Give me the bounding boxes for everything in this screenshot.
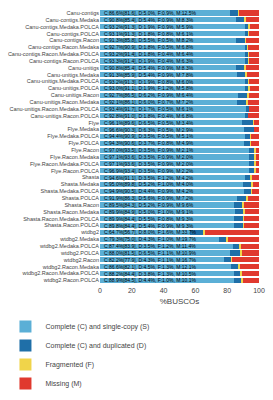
svg-text:wtdbg2.Racon.Medaka: wtdbg2.Racon.Medaka [42,264,100,270]
svg-text:Flye.Racon.Medaka.POLCA: Flye.Racon.Medaka.POLCA [30,161,99,167]
svg-text:Canu-unitigs.Medaka: Canu-unitigs.Medaka [47,72,100,78]
svg-text:C:88.0%[81.5], D:6.5%, F:1.1%,: C:88.0%[81.5], D:6.5%, F:1.1%, M:10.9% [104,250,197,256]
svg-text:Complete (C) and duplicated (D: Complete (C) and duplicated (D) [45,342,146,350]
svg-text:Canu-unitigs: Canu-unitigs [68,65,99,71]
svg-text:C:95.0%[89.8], D:5.2%, F:1.0%,: C:95.0%[89.8], D:5.2%, F:1.0%, M:4.0% [104,181,194,187]
svg-text:C:96.1%[89.6], D:6.5%, F:0.5%,: C:96.1%[89.6], D:6.5%, F:0.5%, M:3.4% [104,120,194,126]
svg-text:wtdbg2.Medaka.POLCA: wtdbg2.Medaka.POLCA [39,243,99,249]
svg-text:Canu-contigs.Medaka.POLCA: Canu-contigs.Medaka.POLCA [25,24,99,30]
svg-text:wtdbg2.Racon: wtdbg2.Racon [63,257,99,263]
svg-text:C:92.1%[86.1], D:6.0%, F:0.7%,: C:92.1%[86.1], D:6.0%, F:0.7%, M:7.2% [104,99,194,105]
svg-text:Canu-contigs.POLCA: Canu-contigs.POLCA [46,30,99,36]
svg-text:C:96.9%[93.4], D:3.5%, F:0.9%,: C:96.9%[93.4], D:3.5%, F:0.9%, M:2.2% [104,168,194,174]
svg-text:C:94.9%[90.5], D:4.4%, F:0.9%,: C:94.9%[90.5], D:4.4%, F:0.9%, M:4.2% [104,188,194,194]
svg-text:C:91.3%[85.8], D:5.5%, F:0.5%,: C:91.3%[85.8], D:5.5%, F:0.5%, M:8.2% [104,37,194,43]
svg-text:C:86.6%[82.1], D:4.5%, F:1.3%,: C:86.6%[82.1], D:4.5%, F:1.3%, M:12.1% [104,264,197,270]
svg-text:C:82.2%[77.9], D:4.3%, F:1.1%,: C:82.2%[77.9], D:4.3%, F:1.1%, M:16.7% [104,257,197,263]
svg-text:C:97.1%[93.6], D:3.5%, F:0.9%,: C:97.1%[93.6], D:3.5%, F:0.9%, M:2.0% [104,161,194,167]
svg-text:C:64.7%[56.7], D:8.0%, F:1.6%,: C:64.7%[56.7], D:8.0%, F:1.6%, M:33.7% [104,229,197,235]
svg-text:Canu-unitigs.Racon.Medaka: Canu-unitigs.Racon.Medaka [30,99,100,105]
svg-text:Canu-unitigs.Medaka.POLCA: Canu-unitigs.Medaka.POLCA [27,78,99,84]
svg-text:C:90.8%[85.4], D:5.4%, F:0.9%,: C:90.8%[85.4], D:5.4%, F:0.9%, M:8.3% [104,17,194,23]
svg-text:C:89.9%[84.9], D:5.0%, F:1.0%,: C:89.9%[84.9], D:5.0%, F:1.0%, M:9.1% [104,209,194,215]
svg-text:C:89.9%[84.4], D:5.5%, F:0.8%,: C:89.9%[84.4], D:5.5%, F:0.8%, M:9.3% [104,216,194,222]
svg-text:C:96.6%[90.3], D:6.3%, F:0.5%,: C:96.6%[90.3], D:6.3%, F:0.5%, M:2.9% [104,127,194,133]
svg-text:Canu-unitigs.Racon.Medaka.POLC: Canu-unitigs.Racon.Medaka.POLCA [9,106,99,112]
svg-text:Shasta.Racon.POLCA: Shasta.Racon.POLCA [44,222,99,228]
svg-text:C:97.0%[93.5], D:3.5%, F:0.9%,: C:97.0%[93.5], D:3.5%, F:0.9%, M:2.1% [104,147,194,153]
svg-text:C:91.3%[85.9], D:5.4%, F:0.9%,: C:91.3%[85.9], D:5.4%, F:0.9%, M:7.8% [104,72,194,78]
svg-text:C:97.1%[93.6], D:3.5%, F:0.9%,: C:97.1%[93.6], D:3.5%, F:0.9%, M:2.0% [104,154,194,160]
svg-text:wtdbg2.POLCA: wtdbg2.POLCA [60,250,99,256]
svg-text:Missing (M): Missing (M) [45,380,81,388]
svg-text:Fragmented (F): Fragmented (F) [45,361,94,369]
svg-text:Flye.Racon.POLCA: Flye.Racon.POLCA [51,168,99,174]
svg-text:C:93.1%[91.3], D:1.8%, F:0.8%,: C:93.1%[91.3], D:1.8%, F:0.8%, M:6.1% [104,31,194,37]
svg-text:Shasta.Medaka: Shasta.Medaka [61,181,100,187]
svg-text:C:94.3%[90.6], D:3.7%, F:0.8%,: C:94.3%[90.6], D:3.7%, F:0.8%, M:4.9% [104,140,194,146]
svg-text:C:93.2%[91.3], D:1.9%, F:0.8%,: C:93.2%[91.3], D:1.9%, F:0.8%, M:6.0% [104,79,194,85]
svg-text:Flye.Racon: Flye.Racon [71,147,99,153]
svg-text:C:89.8%[84.4], D:5.4%, F:0.9%,: C:89.8%[84.4], D:5.4%, F:0.9%, M:9.3% [104,223,194,229]
svg-text:Canu-contigs.Medaka: Canu-contigs.Medaka [45,17,99,23]
svg-text:%BUSCOs: %BUSCOs [160,297,200,306]
svg-text:C:94.6%[91.1], D:3.5%, F:1.2%,: C:94.6%[91.1], D:3.5%, F:1.2%, M:4.2% [104,175,194,181]
svg-text:C:93.3%[91.4], D:1.9%, F:0.4%,: C:93.3%[91.4], D:1.9%, F:0.4%, M:6.3% [104,58,194,64]
svg-text:Shasta.Racon.Medaka.POLCA: Shasta.Racon.Medaka.POLCA [23,216,99,222]
svg-text:C:88.9%[84.5], D:4.4%, F:1.0%,: C:88.9%[84.5], D:4.4%, F:1.0%, M:10.1% [104,277,197,283]
svg-text:wtdbg2: wtdbg2 [80,229,99,235]
svg-text:Shasta.Medaka.POLCA: Shasta.Medaka.POLCA [41,188,100,194]
svg-text:C:93.0%[91.1], D:1.9%, F:1.2%,: C:93.0%[91.1], D:1.9%, F:1.2%, M:5.8% [104,85,194,91]
svg-text:C:93.4%[91.7], D:1.7%, F:0.5%,: C:93.4%[91.7], D:1.7%, F:0.5%, M:6.1% [104,106,194,112]
svg-text:60: 60 [192,287,200,294]
svg-text:Shasta.Racon: Shasta.Racon [64,202,99,208]
svg-text:20: 20 [128,287,136,294]
svg-text:Canu-contigs.Racon: Canu-contigs.Racon [49,37,99,43]
svg-text:C:92.8%[91.0], D:1.8%, F:0.4%,: C:92.8%[91.0], D:1.8%, F:0.4%, M:6.8% [104,113,194,119]
svg-text:Flye: Flye [89,120,99,126]
svg-text:Complete (C) and single-copy (: Complete (C) and single-copy (S) [45,323,149,331]
svg-text:Canu-contigs.Racon.POLCA: Canu-contigs.Racon.POLCA [29,58,99,64]
svg-text:Canu-contigs.Racon.Medaka.POLC: Canu-contigs.Racon.Medaka.POLCA [8,51,99,57]
svg-text:Canu-unitigs.POLCA: Canu-unitigs.POLCA [48,85,99,91]
svg-text:Shasta: Shasta [82,174,100,180]
svg-text:C:91.9%[86.3], D:5.6%, F:0.9%,: C:91.9%[86.3], D:5.6%, F:0.9%, M:7.2% [104,195,194,201]
svg-text:C:92.7%[86.5], D:6.2%, F:0.9%,: C:92.7%[86.5], D:6.2%, F:0.9%, M:6.4% [104,92,194,98]
svg-text:wtdbg2.Racon.Medaka.POLCA: wtdbg2.Racon.Medaka.POLCA [22,270,100,276]
svg-text:wtdbg2.Medaka: wtdbg2.Medaka [59,236,100,242]
svg-text:C:93.2%[91.3], D:1.9%, F:0.9%,: C:93.2%[91.3], D:1.9%, F:0.9%, M:5.9% [104,24,194,30]
svg-text:C:92.7%[90.9], D:1.8%, F:0.5%,: C:92.7%[90.9], D:1.8%, F:0.5%, M:6.8% [104,44,194,50]
svg-text:wtdbg2.Racon.POLCA: wtdbg2.Racon.POLCA [43,277,100,283]
svg-text:C:79.3%[75.0], D:4.3%, F:1.0%,: C:79.3%[75.0], D:4.3%, F:1.0%, M:19.7% [104,236,197,242]
svg-text:Shasta.POLCA: Shasta.POLCA [62,195,100,201]
svg-text:100: 100 [253,287,265,294]
svg-text:40: 40 [160,287,168,294]
svg-text:Canu-contigs.Racon.Medaka: Canu-contigs.Racon.Medaka [28,44,100,50]
svg-text:Canu-contigs: Canu-contigs [67,10,100,16]
svg-text:C:94.4%[90.9], D:3.5%, F:0.5%,: C:94.4%[90.9], D:3.5%, F:0.5%, M:5.1% [104,133,194,139]
svg-text:Flye.Medaka.POLCA: Flye.Medaka.POLCA [47,133,99,139]
svg-text:C:90.8%[85.4], D:5.4%, F:0.9%,: C:90.8%[85.4], D:5.4%, F:0.9%, M:8.3% [104,65,194,71]
svg-text:C:86.6%[81.6], D:5.0%, F:0.9%,: C:86.6%[81.6], D:5.0%, F:0.9%, M:12.5% [104,10,197,16]
svg-text:Flye.Racon.Medaka: Flye.Racon.Medaka [50,154,100,160]
svg-text:Shasta.Racon.Medaka: Shasta.Racon.Medaka [43,209,100,215]
svg-text:Canu-unitigs.Racon: Canu-unitigs.Racon [51,92,99,98]
svg-text:Canu-unitigs.Racon.POLCA: Canu-unitigs.Racon.POLCA [31,113,100,119]
svg-text:Flye.POLCA: Flye.POLCA [68,140,99,146]
svg-text:Flye.Medaka: Flye.Medaka [68,126,100,132]
svg-text:C:88.2%[84.4], D:3.8%, F:1.3%,: C:88.2%[84.4], D:3.8%, F:1.3%, M:10.5% [104,271,197,277]
svg-text:C:89.5%[84.3], D:5.2%, F:0.9%,: C:89.5%[84.3], D:5.2%, F:0.9%, M:9.6% [104,202,194,208]
svg-text:C:87.4%[83.9], D:3.5%, F:1.2%,: C:87.4%[83.9], D:3.5%, F:1.2%, M:11.4% [104,243,196,249]
svg-text:0: 0 [98,287,102,294]
svg-text:80: 80 [223,287,231,294]
svg-text:C:93.2%[91.4], D:1.8%, F:0.4%,: C:93.2%[91.4], D:1.8%, F:0.4%, M:6.4% [104,51,194,57]
